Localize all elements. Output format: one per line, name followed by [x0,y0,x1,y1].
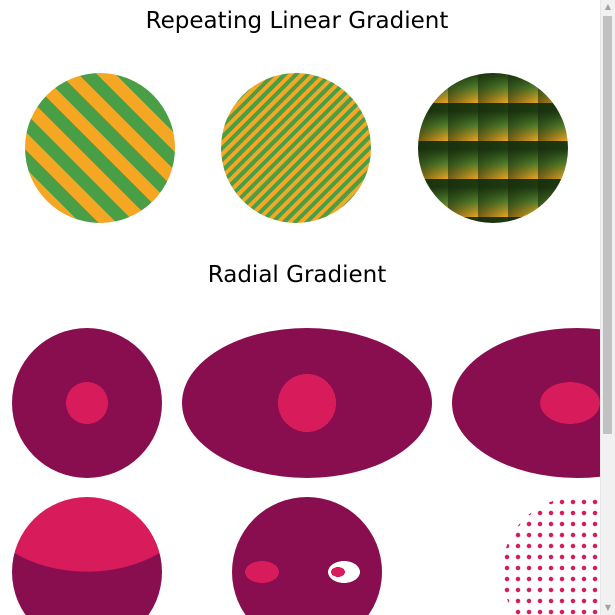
scroll-up-arrow-icon[interactable]: ▲ [604,2,612,11]
radial-dot-pattern [502,497,600,615]
section-heading-radial: Radial Gradient [207,262,387,288]
fine-stripes-circle [221,73,371,223]
radial-ellipse-centered [182,328,432,478]
scroll-down-arrow-icon[interactable]: ▼ [604,603,612,612]
diagonal-stripes-circle [25,73,175,223]
radial-circle-top [12,497,162,615]
radial-circle-centered [12,328,162,478]
scrollbar-thumb[interactable] [603,16,612,434]
radial-ellipse-offset [452,328,600,478]
section-heading-linear: Repeating Linear Gradient [145,8,449,34]
gradient-demo-page: Repeating Linear Gradient Radial Gradien… [12,8,600,615]
radial-circle-eyes [232,497,382,615]
grid-gradient-circle [418,73,568,223]
vertical-scrollbar[interactable]: ▲ ▼ [600,0,615,615]
